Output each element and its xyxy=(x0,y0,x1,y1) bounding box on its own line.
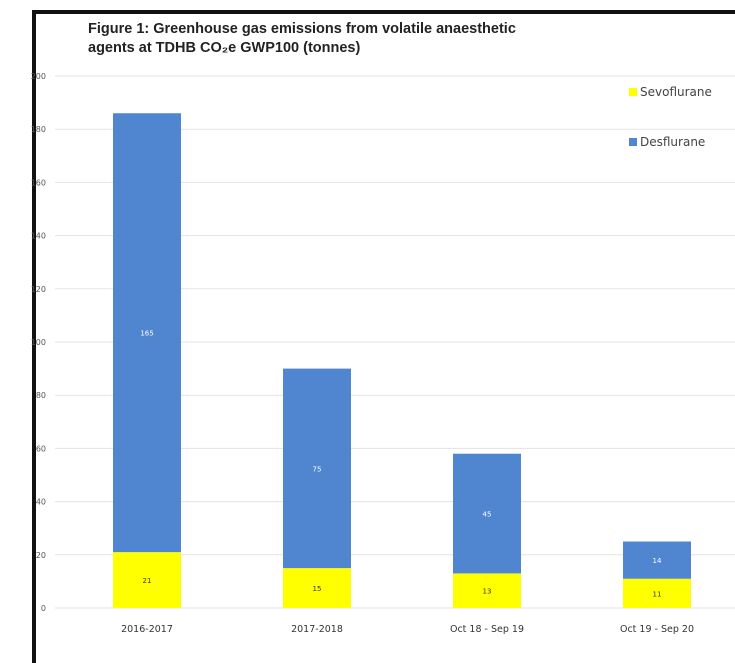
y-tick-label-60: 60 xyxy=(36,444,46,453)
legend-swatch-sevoflurane xyxy=(629,88,637,96)
y-tick-label-160: 160 xyxy=(31,178,46,187)
data-label-sevoflurane-3: 11 xyxy=(653,590,662,598)
x-tick-label-1: 2017-2018 xyxy=(291,624,343,635)
y-tick-label-120: 120 xyxy=(31,285,46,294)
y-tick-label-80: 80 xyxy=(36,391,46,400)
bar-desflurane-1 xyxy=(283,368,351,569)
bar-sevoflurane-0 xyxy=(113,552,181,608)
y-tick-label-40: 40 xyxy=(36,498,46,507)
data-label-sevoflurane-2: 13 xyxy=(483,588,492,596)
x-tick-label-0: 2016-2017 xyxy=(121,624,173,635)
bar-sevoflurane-3 xyxy=(623,578,691,608)
y-tick-label-180: 180 xyxy=(31,125,46,134)
x-tick-label-2: Oct 18 - Sep 19 xyxy=(450,624,524,635)
y-tick-label-200: 200 xyxy=(31,72,46,81)
bar-sevoflurane-1 xyxy=(283,568,351,608)
bar-desflurane-2 xyxy=(453,453,521,574)
data-label-desflurane-2: 45 xyxy=(483,511,492,519)
x-tick-label-3: Oct 19 - Sep 20 xyxy=(620,624,694,635)
legend-label-desflurane: Desflurane xyxy=(640,135,705,149)
data-label-desflurane-1: 75 xyxy=(313,465,322,473)
legend-swatch-desflurane xyxy=(629,138,637,146)
data-label-desflurane-0: 165 xyxy=(140,330,153,338)
bar-desflurane-3 xyxy=(623,541,691,579)
bar-sevoflurane-2 xyxy=(453,573,521,608)
chart-title: Figure 1: Greenhouse gas emissions from … xyxy=(88,20,648,58)
y-tick-label-20: 20 xyxy=(36,551,46,560)
chart-title-line-2: agents at TDHB CO₂e GWP100 (tonnes) xyxy=(88,40,361,56)
data-label-sevoflurane-0: 21 xyxy=(143,577,152,585)
data-label-sevoflurane-1: 15 xyxy=(313,585,322,593)
data-label-desflurane-3: 14 xyxy=(653,557,662,565)
y-tick-label-140: 140 xyxy=(31,232,46,241)
chart-frame xyxy=(32,10,735,663)
y-tick-label-100: 100 xyxy=(31,338,46,347)
legend-label-sevoflurane: Sevoflurane xyxy=(640,85,712,99)
chart-title-line-1: Figure 1: Greenhouse gas emissions from … xyxy=(88,21,516,37)
bar-desflurane-0 xyxy=(113,113,181,553)
y-tick-label-0: 0 xyxy=(41,604,46,613)
